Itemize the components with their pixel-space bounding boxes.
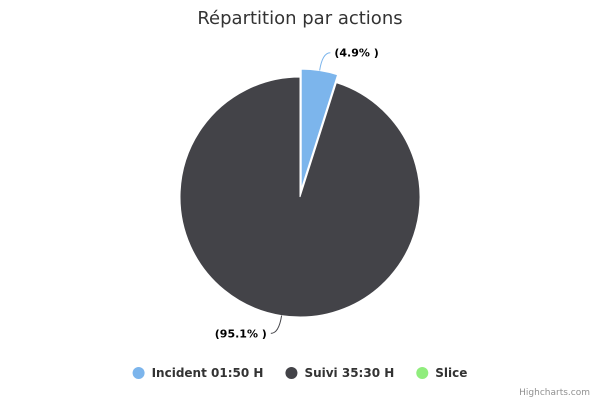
legend-label-2: Slice bbox=[435, 366, 467, 380]
legend-marker-1 bbox=[285, 367, 298, 379]
pie-slice-1[interactable] bbox=[179, 76, 421, 318]
legend: Incident 01:50 H Suivi 35:30 H Slice bbox=[132, 366, 467, 380]
pie-data-labels: (4.9% ) (95.1% ) bbox=[215, 47, 379, 341]
legend-label-0: Incident 01:50 H bbox=[152, 366, 264, 380]
credits-link[interactable]: Highcharts.com bbox=[519, 388, 590, 398]
data-label-1: (95.1% ) bbox=[215, 327, 267, 340]
legend-item-0[interactable]: Incident 01:50 H bbox=[132, 366, 264, 380]
data-label-connector-1 bbox=[270, 315, 283, 334]
pie-slices bbox=[179, 68, 421, 318]
legend-item-1[interactable]: Suivi 35:30 H bbox=[285, 366, 394, 380]
legend-label-1: Suivi 35:30 H bbox=[304, 366, 394, 380]
pie-slice-0[interactable] bbox=[300, 68, 339, 190]
legend-marker-2 bbox=[416, 367, 429, 379]
legend-item-2[interactable]: Slice bbox=[416, 366, 467, 380]
data-label-connector-0 bbox=[319, 52, 331, 71]
data-label-0: (4.9% ) bbox=[334, 47, 378, 60]
legend-marker-0 bbox=[132, 367, 145, 379]
chart-title: Répartition par actions bbox=[197, 8, 402, 29]
